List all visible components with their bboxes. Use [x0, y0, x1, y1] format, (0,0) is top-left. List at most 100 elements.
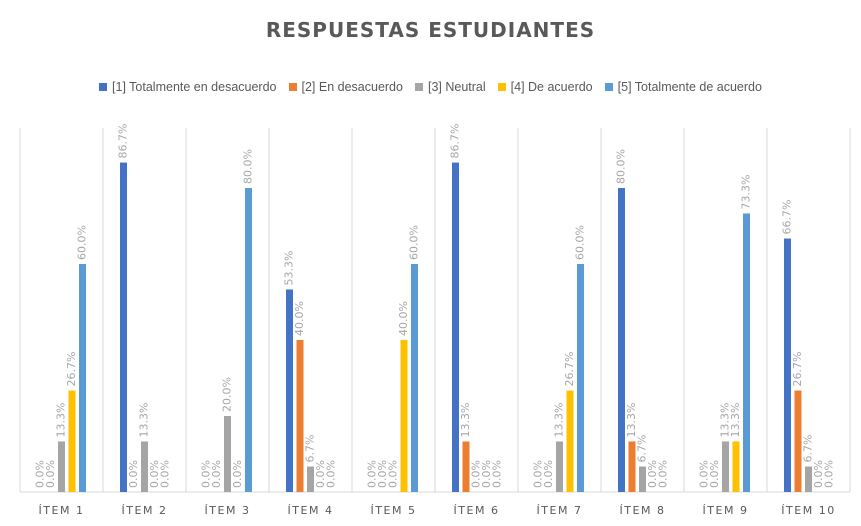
category-label: ÍTEM 8 — [620, 504, 666, 517]
data-label: 13.3% — [729, 403, 742, 438]
data-label: 60.0% — [574, 225, 587, 260]
data-label: 40.0% — [293, 301, 306, 336]
data-label: 6.7% — [636, 435, 649, 463]
legend-label: [2] En desacuerdo — [301, 80, 403, 94]
bar-2-item-10 — [794, 390, 802, 492]
data-label: 0.0% — [127, 460, 140, 488]
data-label: 86.7% — [117, 124, 130, 159]
bar-1-item-6 — [452, 162, 459, 493]
bar-5-item-5 — [411, 264, 418, 492]
legend-item-2: [2] En desacuerdo — [288, 80, 403, 94]
legend-swatch — [497, 83, 506, 91]
data-label: 80.0% — [615, 149, 628, 184]
bar-4-item-7 — [566, 390, 574, 492]
bar-1-item-4 — [286, 289, 293, 492]
data-label: 0.0% — [44, 460, 57, 488]
data-label: 0.0% — [325, 460, 338, 488]
data-label: 86.7% — [449, 124, 462, 159]
legend: [1] Totalmente en desacuerdo [2] En desac… — [0, 80, 861, 94]
data-label: 0.0% — [812, 460, 825, 488]
data-label: 0.0% — [708, 460, 721, 488]
bar-4-item-5 — [400, 340, 408, 492]
data-label: 40.0% — [397, 301, 410, 336]
legend-swatch — [414, 83, 423, 91]
category-label: ÍTEM 7 — [537, 504, 583, 517]
data-label: 26.7% — [563, 352, 576, 387]
bar-3-item-9 — [722, 441, 729, 492]
category-label: ÍTEM 3 — [205, 504, 251, 517]
data-label: 0.0% — [34, 460, 47, 488]
data-label: 26.7% — [791, 352, 804, 387]
data-label: 0.0% — [470, 460, 483, 488]
data-label: 80.0% — [242, 149, 255, 184]
legend-label: [5] Totalmente de acuerdo — [617, 80, 762, 94]
data-label: 13.3% — [138, 403, 151, 438]
data-label: 0.0% — [148, 460, 161, 488]
bar-5-item-9 — [743, 213, 750, 492]
legend-item-4: [4] De acuerdo — [497, 80, 593, 94]
category-label: ÍTEM 6 — [454, 504, 500, 517]
data-label: 0.0% — [657, 460, 670, 488]
data-label: 66.7% — [781, 200, 794, 235]
bar-4-item-1 — [68, 390, 76, 492]
category-label: ÍTEM 2 — [122, 504, 168, 517]
data-label: 0.0% — [159, 460, 172, 488]
data-label: 13.3% — [719, 403, 732, 438]
data-label: 26.7% — [65, 352, 78, 387]
bar-3-item-3 — [224, 416, 231, 492]
legend-swatch — [288, 83, 297, 91]
legend-label: [1] Totalmente en desacuerdo — [112, 80, 277, 94]
data-label: 0.0% — [532, 460, 545, 488]
data-label: 0.0% — [200, 460, 213, 488]
legend-label: [3] Neutral — [427, 80, 486, 94]
data-label: 13.3% — [553, 403, 566, 438]
bar-3-item-2 — [141, 441, 148, 492]
data-label: 0.0% — [314, 460, 327, 488]
legend-item-5: [5] Totalmente de acuerdo — [604, 80, 762, 94]
category-label: ÍTEM 4 — [288, 504, 334, 517]
data-label: 13.3% — [55, 403, 68, 438]
bar-3-item-7 — [556, 441, 563, 492]
data-label: 0.0% — [376, 460, 389, 488]
legend-swatch — [604, 83, 613, 91]
category-label: ÍTEM 9 — [703, 504, 749, 517]
data-label: 0.0% — [646, 460, 659, 488]
data-label: 0.0% — [698, 460, 711, 488]
legend-label: [4] De acuerdo — [510, 80, 593, 94]
bar-1-item-10 — [784, 238, 791, 492]
data-label: 20.0% — [221, 377, 234, 412]
data-label: 0.0% — [491, 460, 504, 488]
bar-3-item-8 — [639, 466, 646, 492]
bar-2-item-6 — [462, 441, 470, 492]
data-label: 0.0% — [480, 460, 493, 488]
bar-4-item-9 — [732, 441, 740, 492]
data-label: 73.3% — [740, 175, 753, 210]
data-label: 0.0% — [387, 460, 400, 488]
data-label: 0.0% — [366, 460, 379, 488]
bar-3-item-1 — [58, 441, 65, 492]
category-label: ÍTEM 1 — [39, 504, 85, 517]
chart-title: RESPUESTAS ESTUDIANTES — [265, 18, 596, 42]
data-label: 13.3% — [459, 403, 472, 438]
category-label: ÍTEM 5 — [371, 504, 417, 517]
data-label: 6.7% — [304, 435, 317, 463]
bar-5-item-3 — [245, 188, 252, 492]
data-label: 6.7% — [802, 435, 815, 463]
bar-5-item-1 — [79, 264, 86, 492]
data-label: 60.0% — [76, 225, 89, 260]
bar-2-item-8 — [628, 441, 636, 492]
bar-1-item-8 — [618, 188, 625, 492]
data-label: 13.3% — [625, 403, 638, 438]
legend-swatch — [99, 83, 108, 91]
data-label: 53.3% — [283, 251, 296, 286]
bar-3-item-4 — [307, 466, 314, 492]
bar-3-item-10 — [805, 466, 812, 492]
legend-item-1: [1] Totalmente en desacuerdo — [99, 80, 277, 94]
data-label: 0.0% — [823, 460, 836, 488]
data-label: 60.0% — [408, 225, 421, 260]
data-label: 0.0% — [231, 460, 244, 488]
bar-1-item-2 — [120, 162, 127, 493]
bar-5-item-7 — [577, 264, 584, 492]
data-label: 0.0% — [210, 460, 223, 488]
